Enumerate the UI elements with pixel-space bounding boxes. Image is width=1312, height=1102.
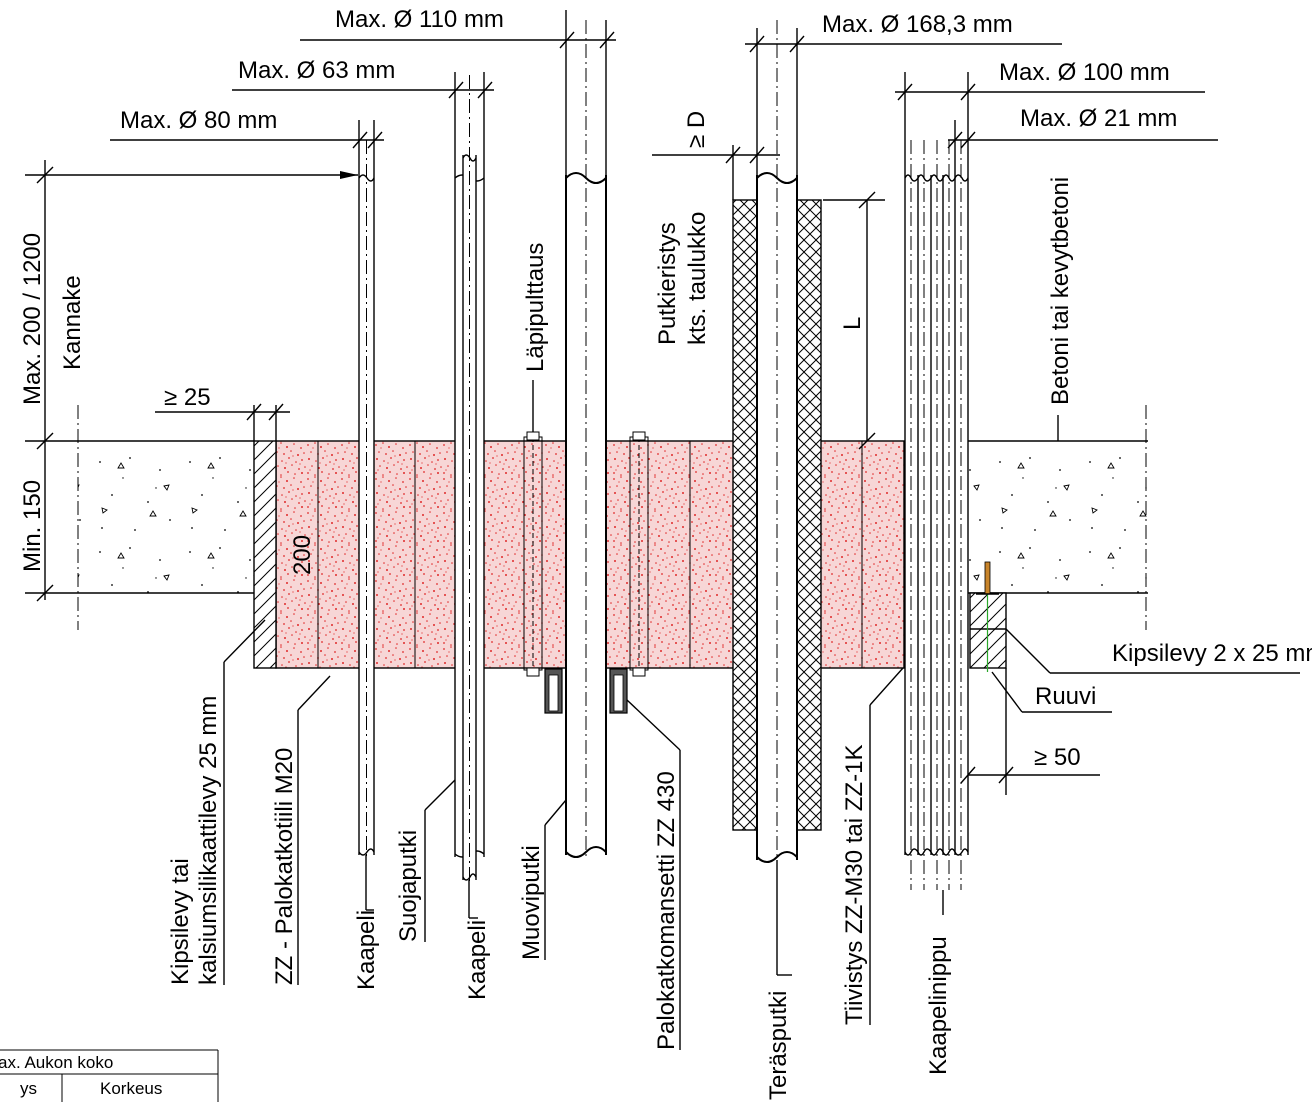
opening-size-table: ax. Aukon koko ys Korkeus	[0, 1049, 219, 1102]
label-kaapeli-1: Kaapeli	[353, 910, 380, 990]
brick-joints	[317, 441, 863, 668]
steel-pipe	[732, 20, 822, 865]
through-bolt-right	[609, 431, 649, 714]
protective-tube	[454, 75, 485, 885]
label-kaapelinippu: Kaapelinippu	[925, 936, 952, 1075]
dim-L: L	[839, 317, 866, 330]
through-bolt-left	[523, 431, 563, 714]
label-kipsilevy-2x25: Kipsilevy 2 x 25 mm	[1112, 640, 1312, 667]
calcium-silicate-board	[254, 441, 276, 668]
dim-max-200-1200: Max. 200 / 1200	[19, 233, 46, 405]
cable-1	[358, 140, 375, 860]
label-ruuvi: Ruuvi	[1035, 683, 1096, 710]
table-col-1: ys	[20, 1079, 37, 1098]
dim-ge-d: ≥ D	[683, 111, 710, 148]
insulation-right	[796, 199, 822, 831]
label-kipsilevy-tai-2: kalsiumsilikaattilevy 25 mm	[195, 696, 222, 985]
table-col-2: Korkeus	[100, 1079, 162, 1098]
dim-max-168: Max. Ø 168,3 mm	[822, 11, 1013, 38]
label-terasputki: Teräsputki	[765, 991, 792, 1100]
dim-max-21: Max. Ø 21 mm	[1020, 105, 1177, 132]
label-tiivistys: Tiivistys ZZ-M30 tai ZZ-1K	[841, 745, 868, 1025]
insulation-left	[732, 199, 758, 831]
dim-ge-50: ≥ 50	[1034, 744, 1081, 771]
leader-lines	[223, 380, 1300, 1050]
dim-max-110: Max. Ø 110 mm	[335, 6, 504, 33]
label-kannake: Kannake	[59, 275, 86, 370]
label-kipsilevy-tai-1: Kipsilevy tai	[167, 858, 194, 985]
label-muoviputki: Muoviputki	[518, 845, 545, 960]
label-putkieristys-1: Putkieristys	[654, 222, 681, 345]
label-putkieristys-2: kts. taulukko	[684, 212, 711, 345]
dimension-lines	[25, 10, 1218, 795]
plastic-pipe	[565, 20, 607, 860]
cable-bundle	[904, 140, 969, 890]
dim-max-63: Max. Ø 63 mm	[238, 57, 395, 84]
dim-ge-25: ≥ 25	[164, 384, 211, 411]
dim-200: 200	[289, 535, 316, 575]
screw	[984, 561, 991, 595]
label-kaapeli-2: Kaapeli	[464, 920, 491, 1000]
label-palokatkomansetti: Palokatkomansetti ZZ 430	[653, 771, 680, 1050]
table-title: ax. Aukon koko	[0, 1053, 113, 1072]
concrete-right	[968, 441, 1148, 593]
label-lapipulttaus: Läpipulttaus	[522, 243, 549, 372]
dim-min-150: Min. 150	[19, 480, 46, 572]
dim-max-100: Max. Ø 100 mm	[999, 59, 1170, 86]
dim-max-80: Max. Ø 80 mm	[120, 107, 277, 134]
label-suojaputki: Suojaputki	[395, 830, 422, 942]
label-palokatkotiili: ZZ - Palokatkotiili M20	[271, 748, 298, 985]
label-betoni: Betoni tai kevytbetoni	[1047, 177, 1074, 405]
concrete-left	[78, 441, 254, 593]
